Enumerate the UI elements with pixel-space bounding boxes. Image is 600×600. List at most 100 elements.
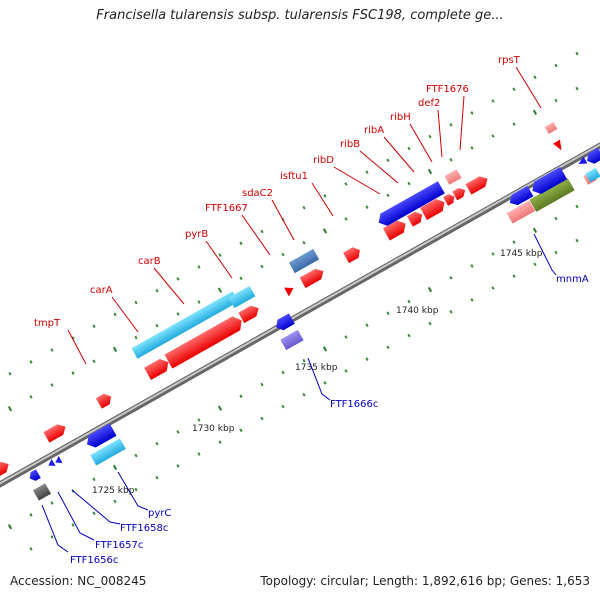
track-dot: [407, 299, 411, 304]
track-dot: [197, 265, 201, 269]
leader-lines: [41, 66, 557, 553]
gene-box-FTF1666c[interactable]: [280, 329, 304, 351]
gene-arrow-edge-rev[interactable]: [577, 156, 588, 168]
track-dot: [197, 300, 201, 304]
leader-carA: [111, 296, 139, 333]
track-dot: [322, 228, 328, 234]
gene-box-edge-cyan[interactable]: [585, 167, 600, 183]
track-dot: [260, 229, 264, 234]
gene-label-ribD[interactable]: ribD: [313, 155, 334, 166]
gene-arrow-FTF1658c[interactable]: [53, 456, 63, 466]
track-dot: [365, 170, 369, 174]
track-dot: [176, 312, 180, 316]
gene-arrow-rpsT[interactable]: [553, 139, 565, 153]
track-dot: [365, 205, 369, 209]
gene-box-FTF1676[interactable]: [444, 169, 462, 185]
gene-label-FTF1666c[interactable]: FTF1666c: [330, 399, 378, 410]
gene-box-mnmA-olive[interactable]: [529, 178, 575, 212]
gene-label-ribH[interactable]: ribH: [390, 112, 411, 123]
gene-arrow-rib-rev[interactable]: [375, 181, 445, 229]
gene-box-rpsT[interactable]: [544, 122, 558, 134]
gene-arrow-isftu1[interactable]: [343, 245, 363, 264]
track-dot: [92, 511, 96, 516]
gene-arrow-ribA[interactable]: [420, 196, 448, 220]
gene-arrow-FTF1667[interactable]: [284, 284, 296, 297]
leader-ribD: [333, 166, 381, 195]
gene-arrow-sdaC2[interactable]: [299, 266, 327, 289]
gene-arrow-1[interactable]: [0, 459, 12, 480]
gene-arrow-carB-fwd[interactable]: [164, 313, 245, 369]
gene-label-FTF1658c[interactable]: FTF1658c: [120, 523, 168, 534]
gene-label-FTF1657c[interactable]: FTF1657c: [95, 540, 143, 551]
track-dot: [113, 499, 117, 504]
gene-label-carB[interactable]: carB: [138, 256, 161, 267]
track-dot: [218, 253, 222, 257]
track-dot: [427, 168, 433, 175]
accession-text: Accession: NC_008245: [10, 574, 147, 588]
gene-arrow-ribB[interactable]: [406, 209, 425, 227]
gene-label-mnmA[interactable]: mnmA: [556, 274, 589, 285]
scale-label-1735: 1735 kbp: [295, 363, 338, 373]
gene-label-rpsT[interactable]: rpsT: [498, 55, 521, 66]
gene-arrow-2[interactable]: [43, 421, 68, 443]
gene-arrow-mnmA-rev2[interactable]: [529, 167, 568, 197]
track-dot: [344, 369, 348, 373]
gene-label-pyrC[interactable]: pyrC: [148, 508, 171, 519]
gene-arrow-def2[interactable]: [452, 186, 467, 201]
gene-arrow-ribH[interactable]: [443, 192, 457, 206]
track-dot: [365, 323, 369, 327]
gene-label-carA[interactable]: carA: [90, 285, 113, 296]
track-dot: [470, 146, 474, 150]
gene-label-def2[interactable]: def2: [418, 98, 440, 109]
track-dot: [197, 418, 201, 422]
track-dot: [7, 524, 13, 530]
gene-label-FTF1656c[interactable]: FTF1656c: [70, 555, 118, 566]
gene-arrow-pyrB-fwd[interactable]: [238, 303, 261, 324]
gene-label-tmpT[interactable]: tmpT: [34, 318, 61, 329]
gene-arrow-pyrC-rev[interactable]: [83, 423, 117, 451]
track-dot: [365, 357, 369, 361]
gene-arrow-FTF1657c[interactable]: [46, 459, 56, 469]
track-dot: [260, 416, 264, 421]
gene-arrow-mnmA-rev1[interactable]: [507, 185, 534, 208]
track-dot: [575, 86, 579, 91]
track-dot: [155, 288, 159, 293]
track-dot: [428, 321, 432, 326]
track-dot: [176, 464, 180, 468]
track-dot: [217, 287, 223, 293]
gene-label-ribA[interactable]: ribA: [364, 125, 384, 136]
gene-arrow-FTF1656c[interactable]: [27, 469, 41, 483]
track-dot: [470, 298, 474, 302]
gene-arrow-carA-fwd[interactable]: [144, 356, 172, 380]
leader-def2: [437, 109, 443, 158]
gene-box-mnmA-pink[interactable]: [506, 200, 536, 224]
gene-box-pyrC[interactable]: [90, 438, 126, 466]
gene-label-FTF1667[interactable]: FTF1667: [205, 203, 248, 214]
gene-box-pyrB[interactable]: [228, 285, 256, 309]
gene-label-ribB[interactable]: ribB: [340, 139, 360, 150]
track-dot: [323, 194, 327, 198]
gene-arrow-ribD[interactable]: [382, 217, 409, 241]
gene-arrow-FTF1666c-blue[interactable]: [273, 313, 295, 332]
gene-box-FTF1656c[interactable]: [32, 483, 52, 501]
track-dot: [344, 217, 348, 221]
track-dot: [554, 98, 558, 103]
track-dot: [218, 440, 222, 444]
gene-arrow-tmpT[interactable]: [95, 391, 114, 409]
gene-label-sdaC2[interactable]: sdaC2: [242, 188, 273, 199]
gene-label-FTF1676[interactable]: FTF1676: [426, 84, 469, 95]
gene-label-pyrB[interactable]: pyrB: [185, 229, 208, 240]
leader-pyrB: [205, 240, 233, 279]
track-dot: [386, 345, 390, 350]
track-dot: [155, 323, 159, 328]
track-dot: [197, 452, 201, 456]
gene-arrow-FTF1676[interactable]: [465, 173, 490, 195]
track-dot: [554, 250, 558, 255]
gene-label-isftu1[interactable]: isftu1: [280, 171, 308, 182]
track-dot: [491, 134, 495, 138]
gene-box-sdaC2[interactable]: [288, 248, 320, 274]
track-dot: [554, 216, 558, 221]
track-dot: [449, 276, 453, 280]
gene-box-carAB[interactable]: [131, 291, 239, 359]
